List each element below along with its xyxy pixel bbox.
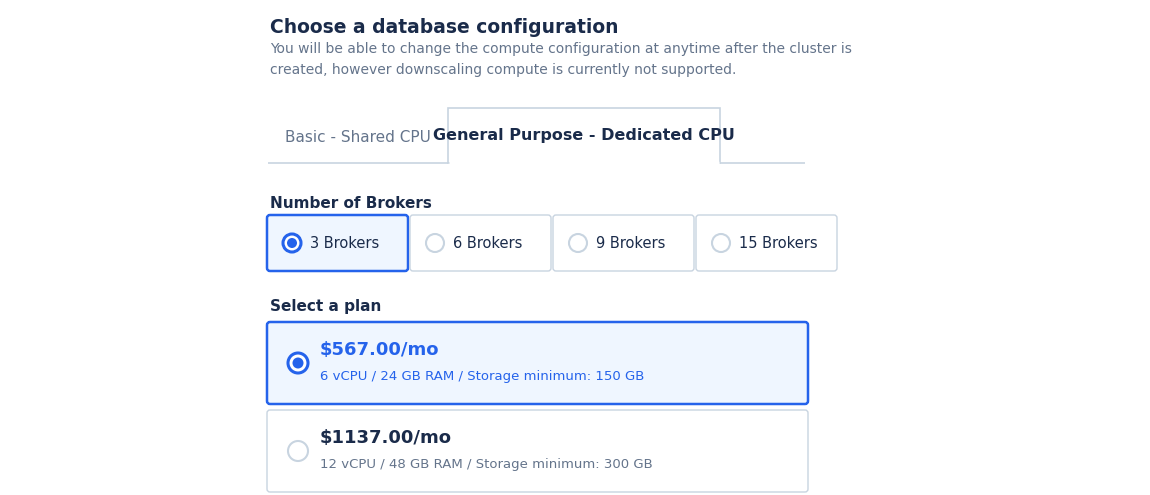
Circle shape	[569, 234, 586, 252]
FancyBboxPatch shape	[448, 108, 720, 163]
Text: 12 vCPU / 48 GB RAM / Storage minimum: 300 GB: 12 vCPU / 48 GB RAM / Storage minimum: 3…	[320, 458, 653, 471]
Circle shape	[712, 234, 730, 252]
FancyBboxPatch shape	[553, 215, 693, 271]
FancyBboxPatch shape	[267, 410, 808, 492]
Text: $1137.00/mo: $1137.00/mo	[320, 429, 452, 447]
Circle shape	[288, 238, 297, 248]
FancyBboxPatch shape	[696, 215, 837, 271]
Text: 3 Brokers: 3 Brokers	[310, 236, 380, 250]
Circle shape	[426, 234, 444, 252]
Text: Number of Brokers: Number of Brokers	[270, 196, 432, 211]
Text: 6 vCPU / 24 GB RAM / Storage minimum: 150 GB: 6 vCPU / 24 GB RAM / Storage minimum: 15…	[320, 370, 644, 383]
Text: 9 Brokers: 9 Brokers	[596, 236, 666, 250]
FancyBboxPatch shape	[267, 322, 808, 404]
Text: Select a plan: Select a plan	[270, 299, 382, 314]
Circle shape	[288, 441, 308, 461]
Text: $567.00/mo: $567.00/mo	[320, 341, 439, 359]
Text: Choose a database configuration: Choose a database configuration	[270, 18, 619, 37]
Text: Basic - Shared CPU: Basic - Shared CPU	[285, 131, 431, 146]
Circle shape	[283, 234, 301, 252]
FancyBboxPatch shape	[411, 215, 551, 271]
Circle shape	[288, 353, 308, 373]
Text: General Purpose - Dedicated CPU: General Purpose - Dedicated CPU	[434, 128, 735, 143]
Text: 6 Brokers: 6 Brokers	[453, 236, 522, 250]
Circle shape	[292, 357, 304, 368]
FancyBboxPatch shape	[267, 215, 408, 271]
Text: 15 Brokers: 15 Brokers	[739, 236, 818, 250]
Text: You will be able to change the compute configuration at anytime after the cluste: You will be able to change the compute c…	[270, 42, 852, 77]
